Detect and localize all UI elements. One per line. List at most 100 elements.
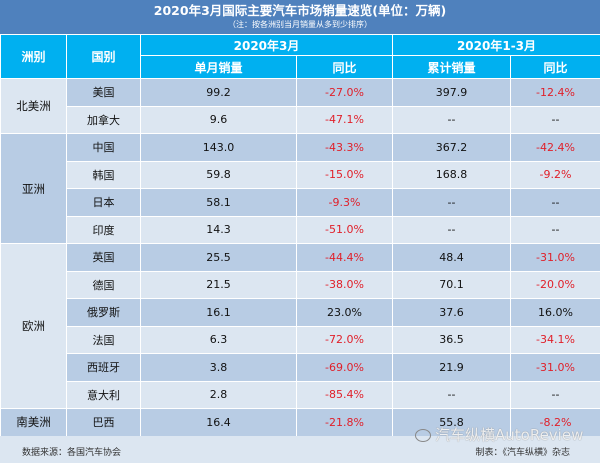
cumulative-yoy-cell: -8.2% [510,408,600,437]
table-title: 2020年3月国际主要汽车市场销量速览(单位：万辆) [153,3,447,18]
monthly-yoy-cell: -21.8% [296,408,393,437]
country-cell: 俄罗斯 [66,298,141,327]
country-cell: 巴西 [66,408,141,437]
monthly-sales-cell: 25.5 [140,243,297,272]
header-monthly-sales: 单月销量 [140,55,297,79]
monthly-yoy-cell: -44.4% [296,243,393,272]
table-row: 加拿大 9.6 -47.1% -- -- [1,105,600,134]
continent-cell: 亚洲 [0,133,67,244]
table-row: 韩国 59.8 -15.0% 168.8 -9.2% [1,160,600,189]
monthly-yoy-cell: -72.0% [296,325,393,354]
table-row: 印度 14.3 -51.0% -- -- [1,215,600,244]
cumulative-yoy-cell: -12.4% [510,78,600,107]
monthly-sales-cell: 58.1 [140,188,297,217]
monthly-yoy-cell: -85.4% [296,380,393,409]
cumulative-sales-cell: 48.4 [392,243,511,272]
cumulative-yoy-cell: -- [510,215,600,244]
country-cell: 德国 [66,270,141,299]
country-cell: 意大利 [66,380,141,409]
header-continent: 洲别 [0,34,67,79]
header-yoy: 同比 [296,55,393,79]
table-row: 意大利 2.8 -85.4% -- -- [1,380,600,409]
data-source: 数据来源：各国汽车协会 [22,448,122,458]
sales-table: 洲别 国别 2020年3月 2020年1-3月 单月销量 同比 累计销量 同比 … [0,34,600,437]
continent-cell: 欧洲 [0,243,67,409]
header-yoy-cumulative: 同比 [510,55,600,79]
table-row: 欧洲 英国 25.5 -44.4% 48.4 -31.0% [0,243,600,409]
continent-cell: 北美洲 [0,78,67,134]
monthly-yoy-cell: -15.0% [296,160,393,189]
monthly-sales-cell: 16.4 [140,408,297,437]
monthly-yoy-cell: -38.0% [296,270,393,299]
watermark: 汽车纵横AutoReview [415,424,583,445]
monthly-sales-cell: 99.2 [140,78,297,107]
cumulative-yoy-cell: -31.0% [510,243,600,272]
cumulative-sales-cell: 21.9 [392,353,511,382]
cumulative-sales-cell: -- [392,188,511,217]
cumulative-sales-cell: 367.2 [392,133,511,162]
country-cell: 加拿大 [66,105,141,134]
cumulative-sales-cell: 70.1 [392,270,511,299]
monthly-yoy-cell: -9.3% [296,188,393,217]
cumulative-sales-cell: 36.5 [392,325,511,354]
monthly-sales-cell: 21.5 [140,270,297,299]
cumulative-yoy-cell: -- [510,105,600,134]
country-cell: 印度 [66,215,141,244]
footer: 数据来源：各国汽车协会 制表：《汽车纵横》杂志 [0,436,600,463]
monthly-sales-cell: 143.0 [140,133,297,162]
cumulative-yoy-cell: -34.1% [510,325,600,354]
header-cumulative-sales: 累计销量 [392,55,511,79]
cumulative-yoy-cell: -42.4% [510,133,600,162]
monthly-sales-cell: 6.3 [140,325,297,354]
monthly-yoy-cell: -27.0% [296,78,393,107]
cumulative-yoy-cell: -- [510,380,600,409]
header-country: 国别 [66,34,141,79]
cumulative-sales-cell: 397.9 [392,78,511,107]
wechat-icon [415,429,431,442]
country-cell: 日本 [66,188,141,217]
monthly-yoy-cell: -69.0% [296,353,393,382]
country-cell: 韩国 [66,160,141,189]
watermark-text: 汽车纵横AutoReview [435,426,584,444]
monthly-sales-cell: 14.3 [140,215,297,244]
cumulative-sales-cell: 37.6 [392,298,511,327]
table-row: 德国 21.5 -38.0% 70.1 -20.0% [1,270,600,299]
table-maker: 制表：《汽车纵横》杂志 [475,448,570,458]
cumulative-yoy-cell: -9.2% [510,160,600,189]
country-cell: 西班牙 [66,353,141,382]
table-row: 俄罗斯 16.1 23.0% 37.6 16.0% [1,298,600,327]
cumulative-sales-cell: -- [392,105,511,134]
monthly-yoy-cell: -51.0% [296,215,393,244]
table-row: 西班牙 3.8 -69.0% 21.9 -31.0% [1,353,600,382]
monthly-yoy-cell: -47.1% [296,105,393,134]
cumulative-yoy-cell: 16.0% [510,298,600,327]
table-row: 北美洲 美国 99.2 -27.0% 397.9 -12.4% [0,78,600,134]
monthly-sales-cell: 3.8 [140,353,297,382]
header-q1: 2020年1-3月 [392,34,600,56]
cumulative-yoy-cell: -- [510,188,600,217]
title-band: 2020年3月国际主要汽车市场销量速览(单位：万辆) （注：按各洲别当月销量从多… [0,0,600,34]
continent-cell: 南美洲 [0,408,67,437]
country-cell: 中国 [66,133,141,162]
monthly-sales-cell: 9.6 [140,105,297,134]
cumulative-sales-cell: 55.8 [392,408,511,437]
cumulative-sales-cell: -- [392,380,511,409]
monthly-yoy-cell: 23.0% [296,298,393,327]
cumulative-yoy-cell: -31.0% [510,353,600,382]
table-row: 法国 6.3 -72.0% 36.5 -34.1% [1,325,600,354]
table-row: 亚洲 中国 143.0 -43.3% 367.2 -42.4% [0,133,600,244]
monthly-sales-cell: 2.8 [140,380,297,409]
country-cell: 美国 [66,78,141,107]
header-march: 2020年3月 [140,34,393,56]
table-subtitle: （注：按各洲别当月销量从多到少排序） [228,20,372,29]
country-cell: 法国 [66,325,141,354]
table-row: 日本 58.1 -9.3% -- -- [1,188,600,217]
table-row: 南美洲 巴西 16.4 -21.8% 55.8 -8.2% [0,408,600,437]
monthly-sales-cell: 16.1 [140,298,297,327]
cumulative-yoy-cell: -20.0% [510,270,600,299]
country-cell: 英国 [66,243,141,272]
cumulative-sales-cell: 168.8 [392,160,511,189]
monthly-sales-cell: 59.8 [140,160,297,189]
monthly-yoy-cell: -43.3% [296,133,393,162]
